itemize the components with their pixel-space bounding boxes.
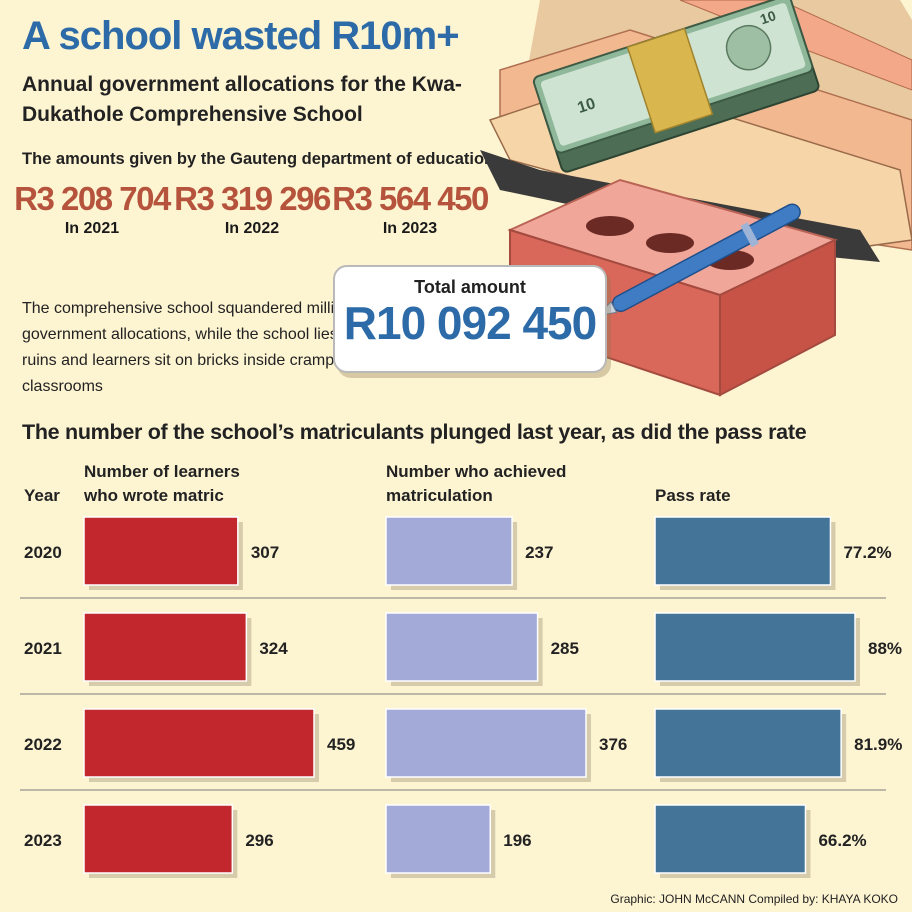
bar [83,516,239,586]
year-column-header: Year [24,486,60,505]
allocation-2023: R3 564 450 In 2023 [330,180,490,238]
bar [83,804,234,874]
credits: Graphic: JOHN McCANN Compiled by: KHAYA … [610,892,898,906]
data-label: 237 [525,543,553,562]
allocation-amount: R3 208 704 [14,180,171,217]
chart-heading: The number of the school’s matriculants … [22,420,807,444]
bar [385,708,587,778]
series-header: Number who achieved matriculation [386,462,566,505]
money-stack-icon: 10 10 [532,0,820,173]
total-amount-box: Total amount R10 092 450 [333,265,607,373]
matric-results-chart: Year Number of learners who wrote matric Nu… [20,462,902,878]
data-label: 376 [599,735,627,754]
page-subtitle: Annual government allocations for the Kw… [22,73,462,126]
data-label: 77.2% [843,543,891,562]
page-title: A school wasted R10m+ [22,14,460,58]
allocation-2022: R3 319 296 In 2022 [172,180,332,238]
bar [654,516,832,586]
bar [654,708,842,778]
year-label: 2020 [24,543,62,562]
data-label: 66.2% [818,831,866,850]
year-label: 2022 [24,735,62,754]
allocation-year: In 2023 [382,220,438,237]
series-header: Number of learners who wrote matric [83,462,240,505]
bar [385,612,539,682]
svg-text:10: 10 [576,95,598,117]
bar [83,612,248,682]
data-label: 285 [551,639,579,658]
allocation-amount: R3 564 450 [332,180,489,217]
data-label: 88% [868,639,902,658]
bar [654,612,856,682]
year-label: 2023 [24,831,62,850]
svg-text:10: 10 [758,7,778,27]
data-label: 459 [327,735,355,754]
bar [385,516,513,586]
data-label: 81.9% [854,735,902,754]
series-header: Pass rate [655,486,731,505]
allocation-2021: R3 208 704 In 2021 [12,180,172,238]
allocation-amount: R3 319 296 [174,180,331,217]
data-label: 307 [251,543,279,562]
total-amount-label: Total amount [414,277,526,297]
bar [83,708,315,778]
year-label: 2021 [24,639,62,658]
allocation-year: In 2022 [224,220,280,237]
allocations-intro: The amounts given by the Gauteng departm… [22,150,495,168]
data-label: 296 [245,831,273,850]
allocation-year: In 2021 [64,220,120,237]
description-text: The comprehensive school squandered mill… [22,300,377,395]
data-label: 196 [503,831,531,850]
total-amount-value: R10 092 450 [343,297,597,349]
bar [385,804,492,874]
bar [654,804,807,874]
data-label: 324 [259,639,288,658]
